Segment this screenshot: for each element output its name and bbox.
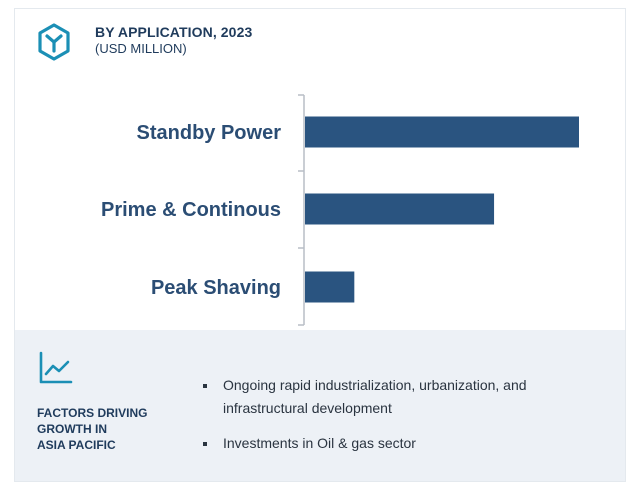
chart-subtitle: (USD MILLION) [95,41,187,56]
factors-list: Ongoing rapid industrialization, urbaniz… [200,374,615,467]
category-label: Standby Power [137,122,282,144]
category-label: Peak Shaving [151,277,281,299]
factors-line: ASIA PACIFIC [37,438,116,452]
chart-title: BY APPLICATION, 2023 [95,24,253,40]
chart-heading: BY APPLICATION, 2023 (USD MILLION) [95,24,252,56]
list-item: Ongoing rapid industrialization, urbaniz… [200,374,615,420]
factors-line: FACTORS DRIVING [37,406,148,420]
list-item: Investments in Oil & gas sector [200,432,615,455]
bar [305,193,495,225]
bar-chart: Standby Power Prime & Continous Peak Shavi… [101,94,579,326]
factors-line: GROWTH IN [37,422,107,436]
category-label: Prime & Continous [101,199,281,221]
factors-label: FACTORS DRIVING GROWTH IN ASIA PACIFIC [37,405,147,453]
growth-factors-panel: FACTORS DRIVING GROWTH IN ASIA PACIFIC O… [15,330,625,481]
trend-chart-icon [39,351,73,384]
bar [305,271,355,303]
hexagon-y-logo-icon [38,23,70,61]
bar [305,116,579,148]
